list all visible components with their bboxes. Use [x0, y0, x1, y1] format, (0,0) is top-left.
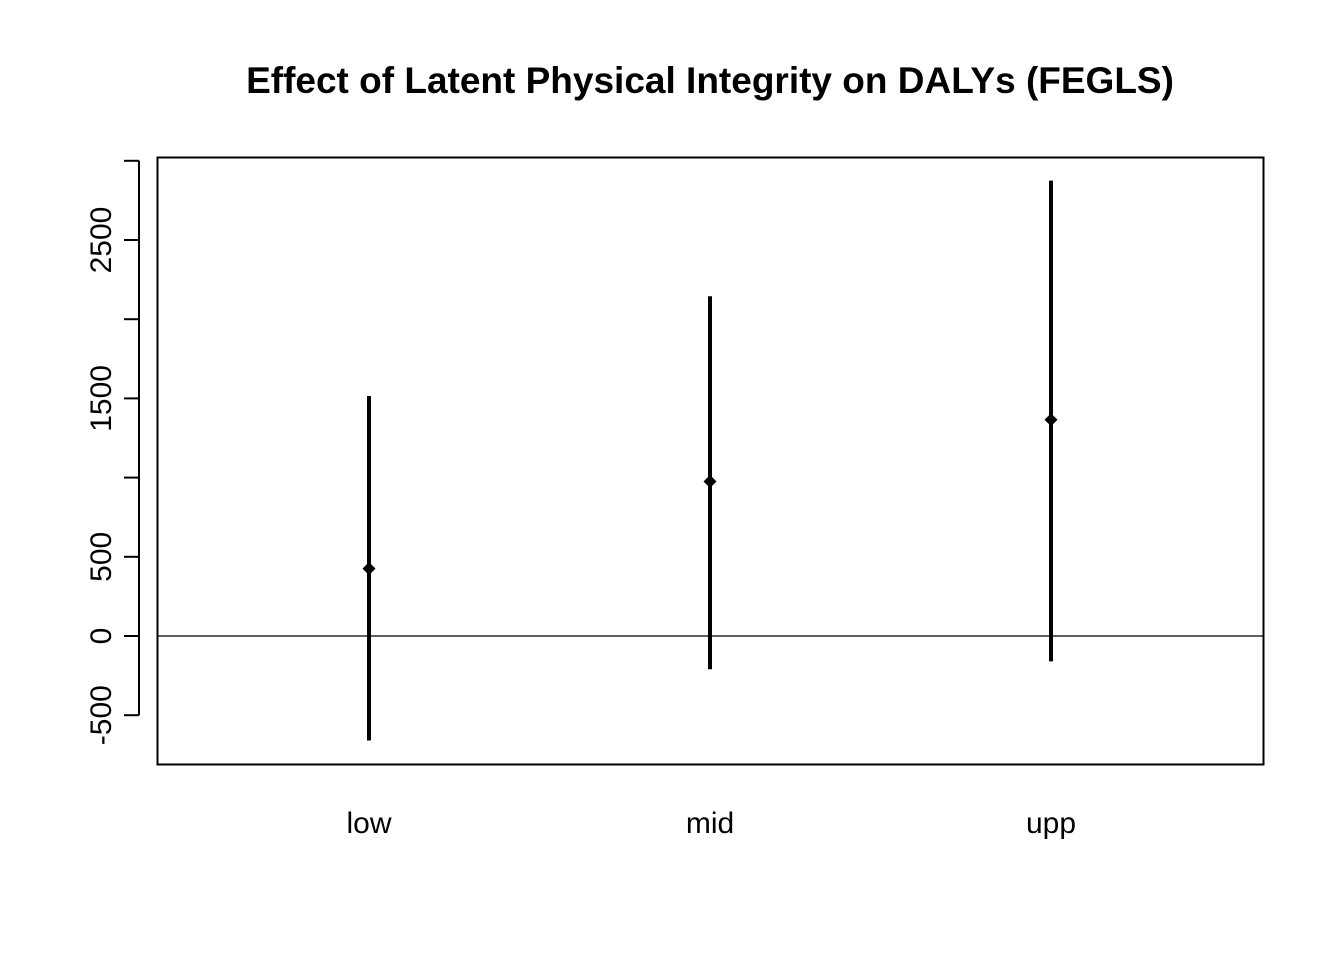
point-estimate-upp — [1044, 413, 1058, 427]
x-axis-labels: low mid upp — [346, 807, 1076, 840]
x-tick-label-mid: mid — [686, 807, 734, 840]
chart-title: Effect of Latent Physical Integrity on D… — [246, 60, 1174, 101]
y-tick-label: 500 — [85, 532, 118, 582]
y-tick-label: 0 — [85, 628, 118, 645]
point-estimate-mid — [703, 475, 717, 489]
x-tick-label-upp: upp — [1026, 807, 1076, 840]
y-axis: -500 0 500 1500 2500 — [85, 159, 140, 745]
y-tick-label: -500 — [85, 685, 118, 745]
plot-frame — [156, 156, 1265, 766]
x-tick-label-low: low — [346, 807, 391, 840]
point-estimate-low — [362, 562, 376, 576]
y-tick-label: 1500 — [85, 365, 118, 432]
error-bars — [362, 180, 1058, 741]
y-tick-label: 2500 — [85, 207, 118, 274]
